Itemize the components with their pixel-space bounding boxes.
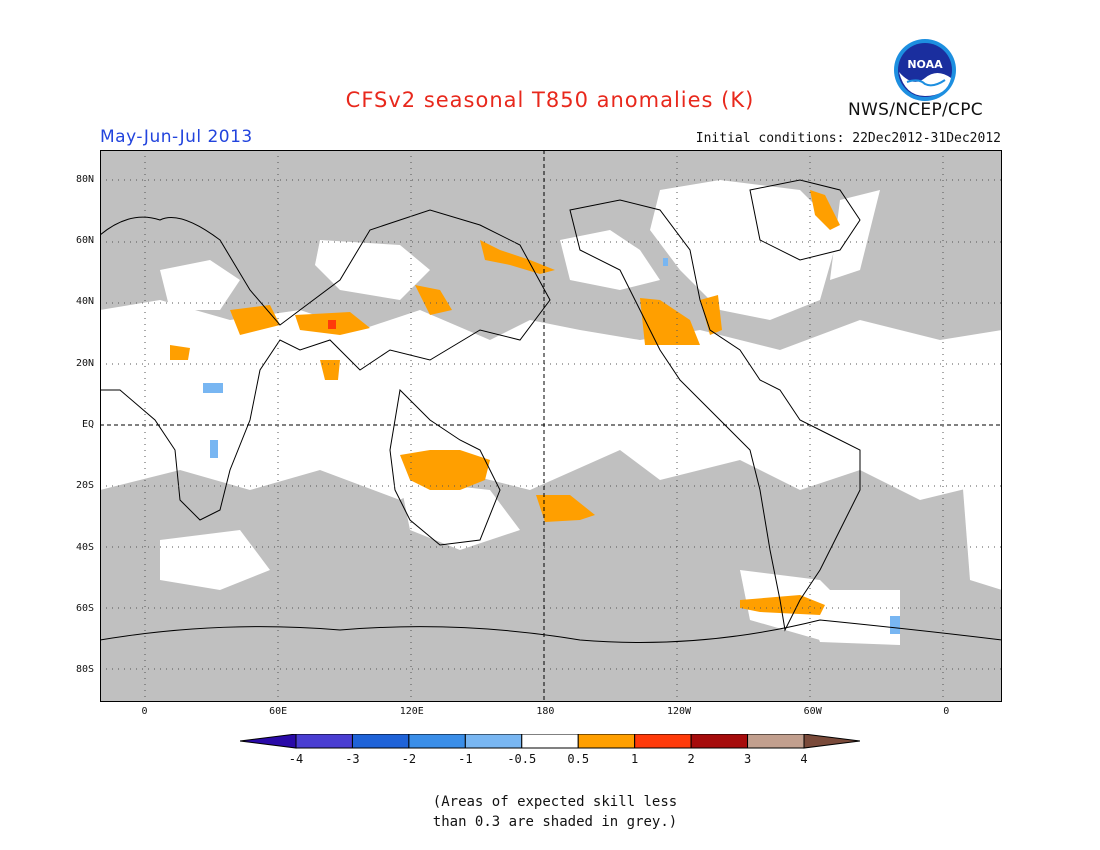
forecast-period: May-Jun-Jul 2013 [100, 127, 253, 147]
equator-dateline [100, 150, 1002, 702]
lat-label: 20S [75, 480, 94, 492]
colorbar-bin [634, 734, 692, 749]
lon-label: 0 [141, 706, 148, 717]
coastlines [100, 179, 1002, 643]
anomaly-red-region [328, 320, 336, 329]
lon-label: 60W [803, 706, 822, 717]
initial-conditions: Initial conditions: 22Dec2012-31Dec2012 [695, 131, 1001, 146]
colorbar-bin [577, 734, 636, 749]
skill-note-line2: than 0.3 are shaded in grey.) [432, 814, 678, 830]
colorbar-label: 1 [631, 752, 638, 766]
world-map [100, 150, 1002, 702]
lat-label: 80N [75, 173, 94, 185]
colorbar: -4 -3 -2 -1 -0.5 0.5 1 2 3 4 [240, 734, 860, 766]
colorbar-bin [464, 734, 523, 749]
colorbar-bin [747, 734, 805, 749]
colorbar-bin [803, 734, 860, 749]
colorbar-label: 4 [800, 752, 807, 766]
lat-label: 40S [75, 541, 94, 553]
lat-label: EQ [81, 419, 94, 430]
lon-label: 60E [269, 706, 288, 717]
lat-label: 60N [75, 235, 94, 246]
lat-label: 60S [75, 603, 94, 614]
noaa-logo-icon: NOAA [894, 39, 956, 101]
colorbar-bin [240, 734, 297, 749]
colorbar-label: -2 [402, 752, 416, 766]
colorbar-bin [690, 734, 749, 749]
skill-note: (Areas of expected skill less than 0.3 a… [0, 792, 1100, 832]
agency-label: NWS/NCEP/CPC [848, 100, 983, 120]
colorbar-bin [521, 734, 579, 749]
graticule [100, 150, 1002, 702]
colorbar-label: -3 [345, 752, 359, 766]
colorbar-label: 2 [687, 752, 694, 766]
colorbar-label: 3 [744, 752, 751, 766]
skill-note-line1: (Areas of expected skill less [432, 794, 678, 810]
lon-label: 180 [536, 706, 555, 717]
colorbar-bin [408, 734, 466, 749]
anomaly-orange-regions [170, 190, 840, 615]
map-title: CFSv2 seasonal T850 anomalies (K) [345, 88, 755, 112]
lat-label: 80S [75, 664, 94, 676]
colorbar-label: -0.5 [507, 752, 536, 766]
lon-label: 0 [943, 706, 950, 717]
colorbar-label: -4 [289, 752, 303, 766]
logo-text: NOAA [907, 58, 943, 71]
lon-label: 120E [399, 706, 424, 717]
anomaly-light-blue-regions [203, 258, 900, 634]
colorbar-bin [351, 734, 410, 749]
colorbar-label: 0.5 [567, 752, 589, 766]
lat-label: 40N [75, 296, 94, 308]
lon-label: 120W [667, 706, 692, 717]
colorbar-label: -1 [458, 752, 472, 766]
lat-label: 20N [75, 357, 94, 369]
colorbar-bin [295, 734, 353, 749]
